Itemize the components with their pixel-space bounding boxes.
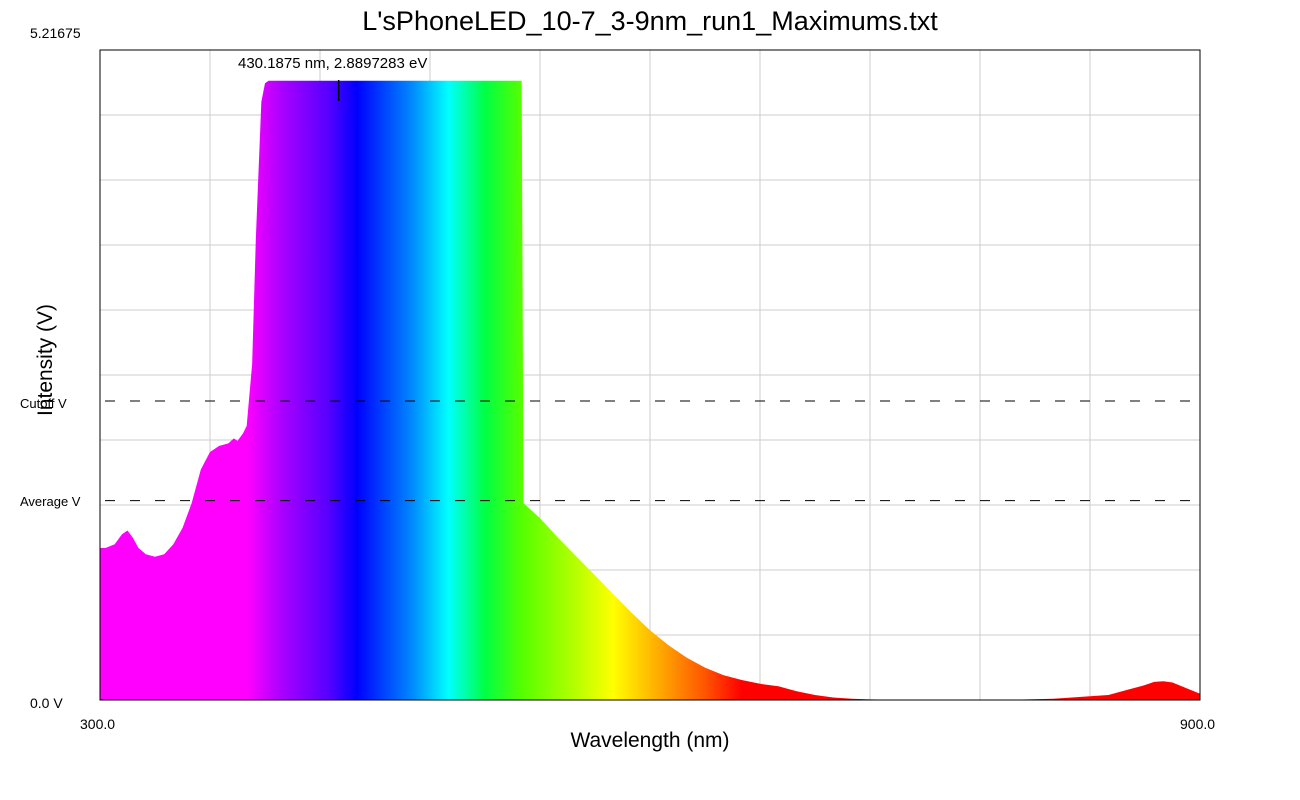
y-max-tick-label: 5.21675 bbox=[30, 25, 81, 41]
reference-lines bbox=[105, 400, 1200, 502]
x-min-tick-label: 300.0 bbox=[80, 716, 116, 732]
x-axis-label: Wavelength (nm) bbox=[570, 729, 730, 752]
plot-frame bbox=[99, 49, 1201, 701]
chart-title: L'sPhoneLED_10-7_3-9nm_run1_Maximums.txt bbox=[362, 6, 938, 36]
average-line-label: Average V bbox=[20, 494, 81, 509]
y-min-tick-label: 0.0 V bbox=[30, 695, 63, 711]
cutoff-line-label: Cutoff V bbox=[20, 396, 67, 411]
x-max-tick-label: 900.0 bbox=[1180, 716, 1216, 732]
peak-annotation-label: 430.1875 nm, 2.8897283 eV bbox=[238, 55, 428, 72]
y-axis-label: Intensity (V) bbox=[34, 303, 57, 417]
spectrum-area bbox=[100, 80, 1200, 701]
